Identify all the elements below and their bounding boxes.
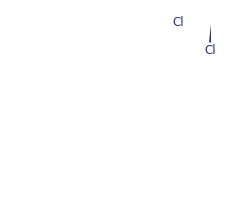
- Text: Cl: Cl: [172, 16, 184, 29]
- Text: Cl: Cl: [204, 44, 216, 57]
